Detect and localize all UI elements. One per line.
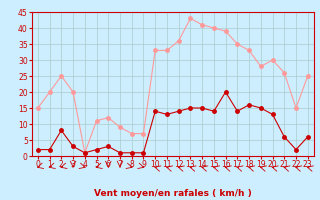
X-axis label: Vent moyen/en rafales ( km/h ): Vent moyen/en rafales ( km/h ) xyxy=(94,189,252,198)
